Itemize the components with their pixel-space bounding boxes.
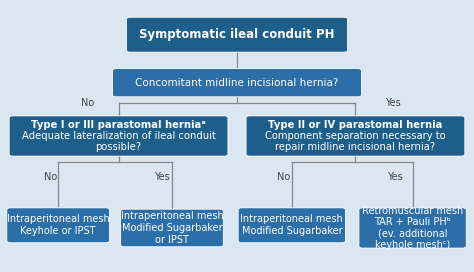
Text: Yes: Yes — [387, 172, 403, 181]
FancyBboxPatch shape — [238, 208, 346, 243]
FancyBboxPatch shape — [246, 116, 465, 156]
Text: Concomitant midline incisional hernia?: Concomitant midline incisional hernia? — [135, 78, 339, 88]
Text: Intraperitoneal mesh
Keyhole or IPST: Intraperitoneal mesh Keyhole or IPST — [7, 215, 109, 236]
Text: Adequate lateralization of ileal conduit: Adequate lateralization of ileal conduit — [22, 131, 216, 141]
Text: Type I or III parastomal herniaᵃ: Type I or III parastomal herniaᵃ — [31, 120, 206, 130]
Text: Component separation necessary to: Component separation necessary to — [265, 131, 446, 141]
Text: Yes: Yes — [154, 172, 170, 181]
Text: Symptomatic ileal conduit PH: Symptomatic ileal conduit PH — [139, 28, 335, 41]
FancyBboxPatch shape — [121, 209, 223, 247]
Text: Intraperitoneal mesh
Modified Sugarbaker: Intraperitoneal mesh Modified Sugarbaker — [240, 215, 343, 236]
Text: No: No — [44, 172, 57, 181]
FancyBboxPatch shape — [9, 116, 228, 156]
Text: No: No — [81, 98, 94, 108]
FancyBboxPatch shape — [112, 69, 362, 97]
FancyBboxPatch shape — [7, 208, 109, 243]
Text: Intraperitoneal mesh
Modified Sugarbaker
or IPST: Intraperitoneal mesh Modified Sugarbaker… — [120, 211, 223, 245]
Text: Type II or IV parastomal hernia: Type II or IV parastomal hernia — [268, 120, 443, 130]
Text: No: No — [277, 172, 290, 181]
Text: repair midline incisional hernia?: repair midline incisional hernia? — [275, 142, 436, 152]
FancyBboxPatch shape — [127, 17, 347, 52]
Text: Retromuscular mesh
TAR + Pauli PHᵇ
(ev. additional
keyhole meshᶜ): Retromuscular mesh TAR + Pauli PHᵇ (ev. … — [362, 206, 463, 250]
Text: Yes: Yes — [385, 98, 401, 108]
Text: possible?: possible? — [95, 142, 142, 152]
FancyBboxPatch shape — [359, 208, 466, 248]
